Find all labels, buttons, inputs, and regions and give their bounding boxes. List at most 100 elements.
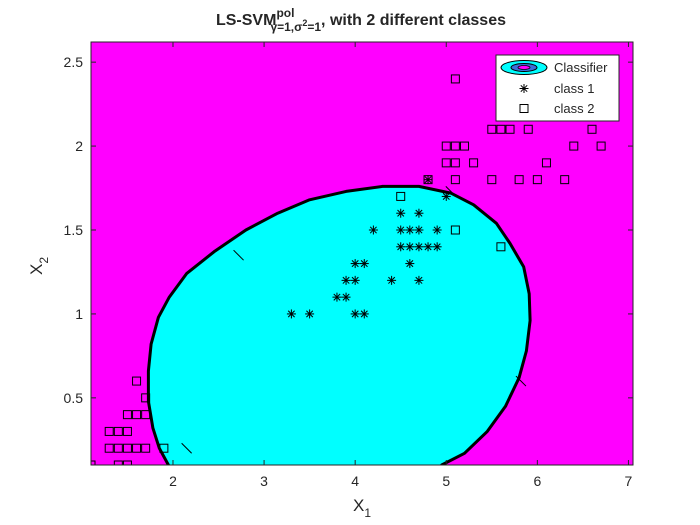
axes-frame — [90, 41, 634, 466]
class2-point — [122, 443, 132, 453]
class2-point — [113, 426, 123, 436]
class2-point — [141, 393, 151, 403]
y-axis-label-main: X — [27, 264, 46, 275]
class2-point — [450, 225, 460, 235]
y-tick-label: 0.5 — [64, 390, 84, 406]
class1-point — [423, 242, 433, 252]
chart-title: LS-SVMpol γ=1,σ2=1, with 2 different clas… — [216, 6, 506, 34]
class1-point — [350, 259, 360, 269]
y-tick-label: 2 — [75, 138, 83, 154]
class2-point — [113, 443, 123, 453]
x-tick-label: 6 — [533, 473, 541, 489]
class1-point — [414, 242, 424, 252]
class2-point — [122, 460, 132, 465]
boundary-marker — [233, 249, 244, 261]
class2-point — [141, 410, 151, 420]
class1-point — [396, 225, 406, 235]
x-axis-label: X1 — [353, 496, 371, 520]
title-superscript: pol — [276, 6, 294, 20]
class1-point — [350, 275, 360, 285]
class1-point — [332, 292, 342, 302]
class2-point — [141, 443, 151, 453]
class1-point — [368, 225, 378, 235]
class1-point — [441, 191, 451, 201]
x-tick-label: 2 — [169, 473, 177, 489]
class1-point — [414, 208, 424, 218]
boundary-markers — [181, 186, 527, 454]
class1-point — [405, 242, 415, 252]
class2-point — [469, 158, 479, 168]
class1-point — [432, 225, 442, 235]
x-tick-label: 7 — [625, 473, 633, 489]
class2-point — [104, 426, 114, 436]
y-tick-label: 2.5 — [64, 54, 84, 70]
class2-point — [113, 460, 123, 465]
legend-label-class2: class 2 — [554, 101, 594, 116]
class1-point — [341, 292, 351, 302]
title-main: LS-SVM — [216, 12, 276, 29]
class2-point — [450, 158, 460, 168]
title-subscript-end: =1 — [307, 20, 321, 34]
class1-point — [432, 242, 442, 252]
class1-point — [396, 242, 406, 252]
y-axis: 0.5 1 1.5 2 2.5 — [64, 54, 633, 406]
class1-point — [350, 309, 360, 319]
class2-point — [487, 175, 497, 185]
legend-class2-marker — [519, 104, 529, 113]
class1-point — [423, 175, 433, 185]
class1-point — [396, 208, 406, 218]
class2-point — [505, 124, 515, 134]
class2-point — [496, 242, 506, 252]
class2-point — [441, 158, 451, 168]
legend-label-classifier: Classifier — [554, 60, 608, 75]
legend-label-class1: class 1 — [554, 81, 594, 96]
legend-classifier-swatch — [500, 60, 548, 75]
class2-point — [104, 443, 114, 453]
class2-point — [560, 175, 570, 185]
class2-point — [541, 158, 551, 168]
class1-point — [305, 309, 315, 319]
class1-point — [414, 275, 424, 285]
x-axis: 2 3 4 5 6 7 — [169, 42, 633, 489]
data-points — [91, 74, 606, 465]
class2-point — [450, 74, 460, 84]
class2-point — [122, 426, 132, 436]
boundary-marker — [181, 442, 193, 454]
class2-point — [450, 141, 460, 151]
class2-point — [450, 175, 460, 185]
class2-point — [441, 141, 451, 151]
class2-point — [523, 124, 533, 134]
class2-point — [423, 175, 433, 185]
boundary-marker — [445, 186, 457, 197]
legend: Classifier class 1 class 2 — [495, 54, 620, 122]
class2-point — [132, 376, 142, 386]
class2-point — [487, 124, 497, 134]
class1-point — [359, 259, 369, 269]
x-tick-label: 4 — [351, 473, 359, 489]
class2-point — [459, 141, 469, 151]
title-subscript-sup: 2 — [302, 18, 307, 28]
class2-point — [587, 124, 597, 134]
y-tick-label: 1 — [75, 306, 83, 322]
class2-point — [132, 410, 142, 420]
x-tick-label: 3 — [260, 473, 268, 489]
class1-point — [387, 275, 397, 285]
class2-point — [596, 141, 606, 151]
class1-point — [341, 275, 351, 285]
x-axis-label-main: X — [353, 496, 364, 515]
x-tick-label: 5 — [442, 473, 450, 489]
legend-star-glyph — [519, 84, 529, 93]
class2-point — [569, 141, 579, 151]
y-axis-label: X2 — [27, 257, 51, 275]
class1-point — [359, 309, 369, 319]
y-axis-label-sub: 2 — [37, 257, 51, 264]
class1-point — [405, 225, 415, 235]
class2-point — [532, 175, 542, 185]
y-tick-label: 1.5 — [64, 222, 84, 238]
class2-point — [159, 443, 169, 453]
legend-class1-marker — [519, 84, 529, 93]
class2-point — [122, 410, 132, 420]
class1-point — [286, 309, 296, 319]
class2-point — [396, 191, 406, 201]
